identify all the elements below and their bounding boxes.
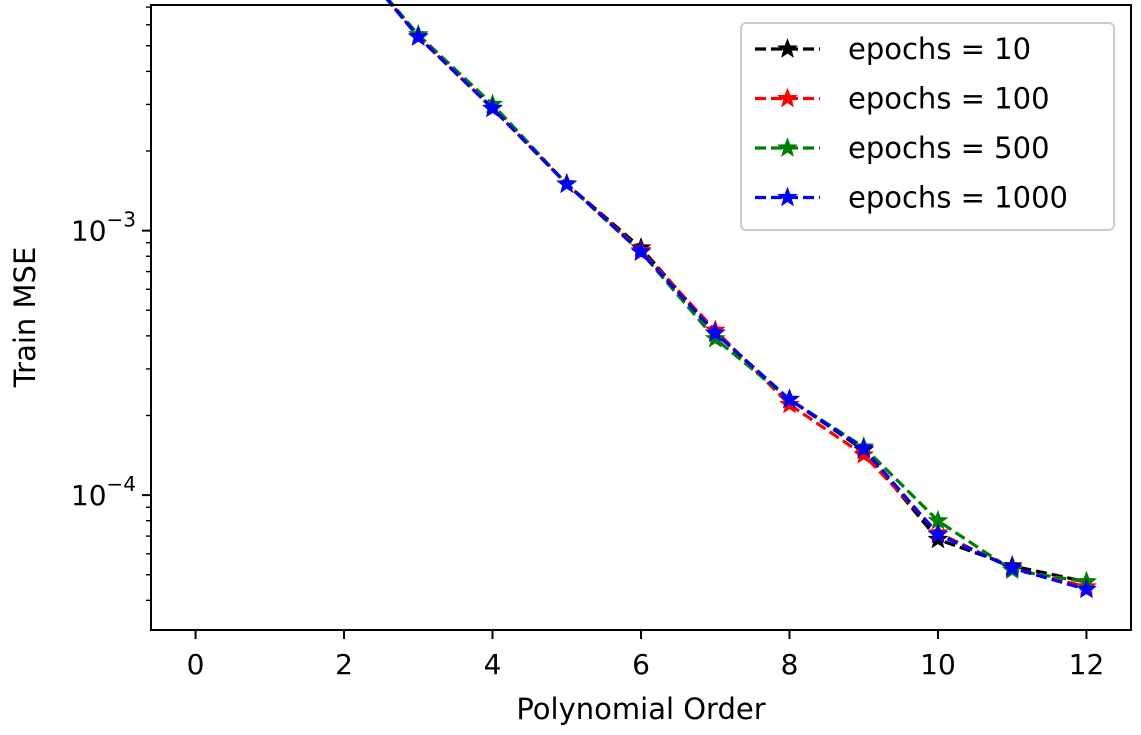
legend-marker bbox=[777, 38, 798, 58]
legend-marker bbox=[777, 137, 798, 157]
y-tick-label: 10−4 bbox=[71, 472, 136, 512]
legend-label: epochs = 1000 bbox=[848, 181, 1068, 215]
x-axis-label: Polynomial Order bbox=[516, 692, 765, 726]
data-point bbox=[407, 25, 429, 46]
legend: epochs = 10 epochs = 100 epochs = 500 epoch… bbox=[740, 22, 1115, 231]
data-point bbox=[704, 322, 726, 342]
y-tick-label: 10−3 bbox=[71, 208, 136, 248]
data-point bbox=[1001, 557, 1023, 577]
plot-frame bbox=[150, 4, 1132, 631]
legend-label: epochs = 500 bbox=[848, 131, 1050, 165]
x-tick-label: 0 bbox=[187, 648, 205, 681]
legend-label: epochs = 10 bbox=[848, 32, 1031, 66]
legend-marker bbox=[777, 87, 798, 108]
data-point bbox=[630, 241, 652, 261]
legend-marker bbox=[777, 186, 798, 207]
x-tick-label: 2 bbox=[335, 648, 353, 681]
x-tick-label: 8 bbox=[781, 648, 799, 681]
data-point bbox=[779, 388, 800, 409]
data-point bbox=[556, 173, 578, 193]
data-point bbox=[927, 523, 949, 544]
x-tick-label: 10 bbox=[920, 648, 956, 681]
x-tick-label: 4 bbox=[484, 648, 502, 681]
legend-frame bbox=[740, 22, 1115, 231]
y-axis-ticks: 10−210−310−4 bbox=[71, 208, 151, 512]
data-point bbox=[482, 97, 503, 118]
data-point bbox=[853, 437, 875, 458]
y-axis-label: Train MSE bbox=[8, 247, 42, 389]
legend-label: epochs = 100 bbox=[848, 82, 1050, 116]
x-axis-ticks: 0 2 4 6 8 10 12 bbox=[187, 630, 1105, 681]
x-tick-label: 12 bbox=[1069, 648, 1105, 681]
data-point bbox=[1076, 578, 1097, 599]
x-tick-label: 6 bbox=[632, 648, 650, 681]
series-layer bbox=[385, 0, 1097, 599]
data-point bbox=[704, 327, 726, 348]
